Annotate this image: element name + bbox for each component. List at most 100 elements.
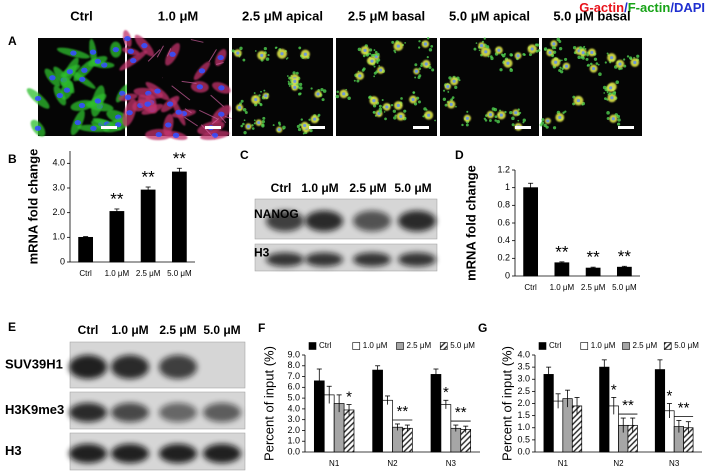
nucleus — [342, 92, 346, 96]
speck — [297, 127, 302, 132]
speck — [617, 118, 621, 122]
speck — [267, 54, 270, 57]
fiber — [184, 116, 198, 127]
fiber — [210, 94, 224, 107]
speck — [434, 119, 436, 122]
error-bar — [565, 389, 571, 408]
nucleus — [155, 131, 162, 138]
legend-item: G-actin — [579, 0, 624, 15]
error-bar — [433, 368, 439, 380]
nucleus — [609, 86, 613, 90]
speck — [522, 118, 526, 122]
speck — [562, 111, 565, 114]
speck — [494, 119, 497, 122]
y-tick-label: 2.0 — [517, 398, 530, 408]
speck — [584, 52, 587, 56]
scale-bar — [413, 126, 429, 129]
band — [266, 252, 304, 267]
error-bar — [630, 417, 636, 433]
nucleus — [260, 53, 264, 58]
bar — [599, 366, 610, 453]
speck — [551, 54, 554, 58]
speck — [603, 97, 607, 101]
speck — [517, 108, 520, 111]
stain-legend: G-actin/F-actin/DAPI — [579, 0, 705, 15]
speck — [578, 46, 583, 50]
speck — [458, 79, 461, 82]
row-label: H3 — [5, 443, 22, 458]
fiber — [199, 109, 218, 120]
scale-bar — [101, 126, 117, 129]
y-tick-label: 0.5 — [517, 434, 530, 444]
nucleus — [94, 98, 102, 104]
band — [69, 443, 107, 464]
nucleus — [127, 48, 134, 54]
bar — [523, 187, 539, 277]
micrograph — [335, 37, 437, 136]
nucleus — [246, 124, 250, 129]
bar — [430, 374, 442, 453]
speck — [454, 85, 458, 89]
speck — [502, 53, 506, 58]
y-tick-label: 1.5 — [517, 410, 530, 420]
speck — [322, 89, 327, 93]
speck — [412, 91, 416, 94]
speck — [418, 46, 421, 49]
speck — [447, 90, 450, 93]
speck — [485, 45, 490, 49]
speck — [636, 54, 640, 58]
speck — [376, 52, 380, 57]
legend-label: 1.0 μM — [363, 341, 388, 350]
speck — [597, 63, 600, 66]
nucleus — [79, 76, 86, 82]
y-tick-label: 5.0 — [287, 392, 300, 402]
speck — [275, 46, 278, 49]
lane-label: Ctrl — [271, 181, 292, 195]
speck — [345, 88, 348, 91]
nucleus — [217, 54, 224, 61]
speck — [372, 53, 376, 57]
nucleus — [484, 50, 488, 54]
error-bar — [528, 182, 534, 193]
speck — [336, 90, 339, 94]
x-tick-label: 5.0 μM — [612, 283, 637, 292]
speck — [558, 47, 563, 51]
legend-label: 1.0 μM — [591, 341, 616, 350]
speck — [616, 122, 621, 126]
panel-label: B — [8, 152, 17, 166]
speck — [606, 91, 609, 94]
panel-label: E — [8, 320, 16, 334]
nucleus — [564, 64, 569, 68]
legend-label: 2.5 μM — [407, 341, 432, 350]
nucleus — [218, 111, 225, 117]
speck — [559, 66, 562, 69]
speck — [483, 37, 486, 40]
speck — [373, 75, 376, 78]
error-bar — [404, 424, 410, 432]
nucleus — [144, 101, 151, 107]
speck — [595, 62, 599, 65]
speck — [478, 49, 481, 52]
speck — [561, 67, 564, 71]
speck — [418, 74, 422, 78]
error-bar — [316, 368, 322, 393]
nucleus — [488, 113, 493, 117]
speck — [378, 104, 382, 108]
speck — [442, 97, 447, 101]
error-bar — [443, 399, 449, 409]
speck — [262, 116, 266, 120]
nucleus — [591, 67, 596, 71]
scale-bar — [515, 126, 531, 129]
error-bar — [463, 425, 469, 433]
fiber — [190, 39, 204, 43]
image-title: 2.5 μM basal — [348, 8, 425, 23]
x-tick-label: 1.0 μM — [105, 269, 130, 278]
fiber — [122, 36, 128, 52]
speck — [243, 119, 246, 122]
row-label: H3K9me3 — [5, 402, 64, 417]
speck — [239, 46, 243, 51]
lane-label: Ctrl — [78, 323, 99, 337]
speck — [611, 92, 614, 95]
nucleus — [499, 113, 503, 117]
speck — [428, 48, 433, 52]
